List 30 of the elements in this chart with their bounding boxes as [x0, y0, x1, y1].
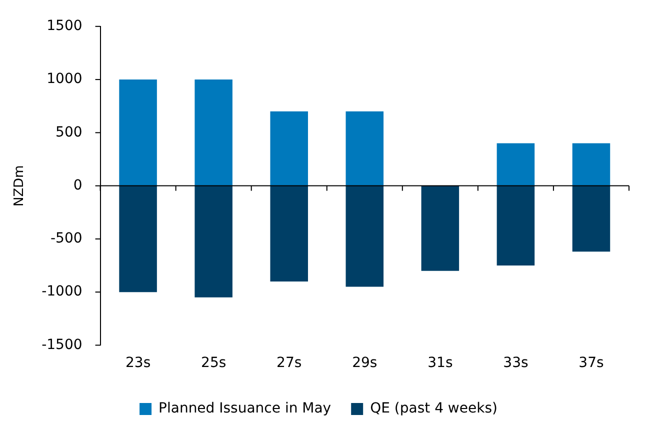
y-tick-label: -1500 [42, 336, 82, 353]
bar [194, 80, 232, 186]
bar [496, 143, 535, 186]
x-tick-label: 25s [201, 355, 226, 372]
x-tick-label: 27s [276, 355, 302, 372]
bar [119, 186, 157, 292]
bar [194, 186, 232, 298]
bar [119, 80, 157, 186]
bar [572, 186, 610, 252]
y-tick-label: 1500 [46, 18, 82, 34]
x-tick-label: 29s [352, 355, 378, 372]
y-tick-label: 1000 [46, 71, 82, 88]
bar [496, 186, 535, 266]
bar [270, 186, 308, 282]
y-tick-label: -500 [50, 230, 82, 247]
y-axis-title: NZDm [12, 165, 28, 206]
bar [346, 111, 384, 186]
x-tick-label: 33s [503, 355, 528, 372]
bar [270, 111, 308, 186]
legend-label: QE (past 4 weeks) [370, 400, 498, 417]
y-tick-label: 500 [56, 124, 82, 140]
bar [421, 186, 460, 271]
x-tick-label: 31s [428, 355, 453, 372]
y-tick-label: -1000 [42, 284, 82, 300]
legend-label: Planned Issuance in May [158, 400, 332, 417]
x-tick-label: 37s [578, 355, 604, 372]
bar [346, 186, 384, 287]
x-tick-label: 23s [125, 355, 151, 372]
y-tick-label: 0 [73, 177, 82, 194]
bar [572, 143, 610, 186]
